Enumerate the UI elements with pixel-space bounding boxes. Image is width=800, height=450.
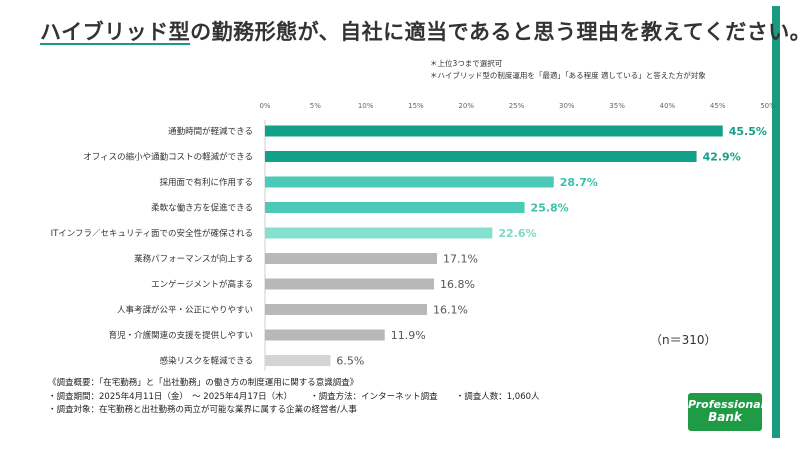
- axis-tick-label: 30%: [559, 102, 575, 110]
- bar: [265, 227, 493, 239]
- category-label: エンゲージメントが高まる: [151, 279, 253, 290]
- survey-method: ・調査方法：インターネット調査: [310, 391, 438, 402]
- axis-tick-label: 25%: [509, 102, 525, 110]
- note-line: ＊ハイブリッド型の制度運用を「最適」「ある程度 適している」と答えた方が対象: [430, 71, 706, 80]
- bar: [265, 176, 554, 188]
- bar: [265, 329, 385, 341]
- survey-period: ・調査期間：2025年4月11日（金） ～ 2025年4月17日（木）: [48, 391, 293, 402]
- axis-tick-label: 45%: [710, 102, 726, 110]
- data-label: 45.5%: [729, 125, 767, 138]
- axis-tick-label: 10%: [358, 102, 374, 110]
- bar: [265, 125, 723, 137]
- data-label: 16.8%: [440, 278, 475, 291]
- page-title: ハイブリッド型の勤務形態が、自社に適当であると思う理由を教えてください。: [40, 16, 800, 46]
- logo-line1: Professional: [688, 398, 765, 411]
- bar: [265, 278, 435, 290]
- category-label: ITインフラ／セキュリティ面での安全性が確保される: [51, 228, 253, 239]
- data-label: 42.9%: [703, 151, 741, 164]
- axis-tick-label: 0%: [259, 102, 270, 110]
- logo-line2: Bank: [708, 410, 742, 424]
- category-label: 業務パフォーマンスが向上する: [134, 254, 253, 265]
- survey-heading: 《調査概要：「在宅勤務」と「出社勤務」の働き方の制度運用に関する意識調査》: [48, 378, 359, 388]
- chart-notes: ＊上位3つまで選択可 ＊ハイブリッド型の制度運用を「最適」「ある程度 適している…: [430, 58, 706, 82]
- data-label: 11.9%: [391, 329, 426, 342]
- sample-size: （n＝310）: [650, 333, 717, 347]
- bar: [265, 355, 331, 366]
- bar: [265, 151, 697, 162]
- category-label: 採用面で有利に作用する: [159, 177, 253, 188]
- page-frame: [6, 6, 780, 438]
- axis-tick-label: 50%: [760, 102, 776, 110]
- data-label: 16.1%: [433, 304, 468, 317]
- category-label: 育児・介護関連の支援を提供しやすい: [109, 330, 253, 341]
- axis-tick-label: 40%: [660, 102, 676, 110]
- title-underlined: ハイブリッド型: [40, 20, 191, 44]
- axis-tick-label: 35%: [609, 102, 625, 110]
- title-rest: の勤務形態が、自社に適当であると思う理由を教えてください。: [190, 20, 800, 44]
- bar: [265, 202, 525, 213]
- category-label: 柔軟な働き方を促進できる: [151, 203, 253, 214]
- data-label: 6.5%: [336, 355, 364, 368]
- data-label: 25.8%: [531, 202, 569, 215]
- survey-count: ・調査人数：1,060人: [455, 391, 540, 402]
- category-label: 人事考課が公平・公正にやりやすい: [117, 305, 253, 316]
- bar: [265, 253, 438, 264]
- bar: [265, 304, 427, 315]
- axis-tick-label: 15%: [408, 102, 424, 110]
- category-label: 感染リスクを軽減できる: [160, 356, 253, 367]
- survey-target: ・調査対象：在宅勤務と出社勤務の両立が可能な業界に属する企業の経営者/人事: [48, 405, 357, 415]
- note-line: ＊上位3つまで選択可: [430, 59, 503, 68]
- category-label: オフィスの縮小や通勤コストの軽減ができる: [83, 152, 253, 163]
- data-label: 28.7%: [560, 176, 598, 189]
- axis-tick-label: 20%: [458, 102, 474, 110]
- data-label: 22.6%: [498, 227, 536, 240]
- professional-bank-logo: Professional Bank: [688, 393, 765, 431]
- data-label: 17.1%: [443, 253, 478, 266]
- category-label: 通勤時間が軽減できる: [168, 126, 253, 137]
- survey-overview: 《調査概要：「在宅勤務」と「出社勤務」の働き方の制度運用に関する意識調査》 ・調…: [48, 377, 540, 418]
- axis-tick-label: 5%: [310, 102, 321, 110]
